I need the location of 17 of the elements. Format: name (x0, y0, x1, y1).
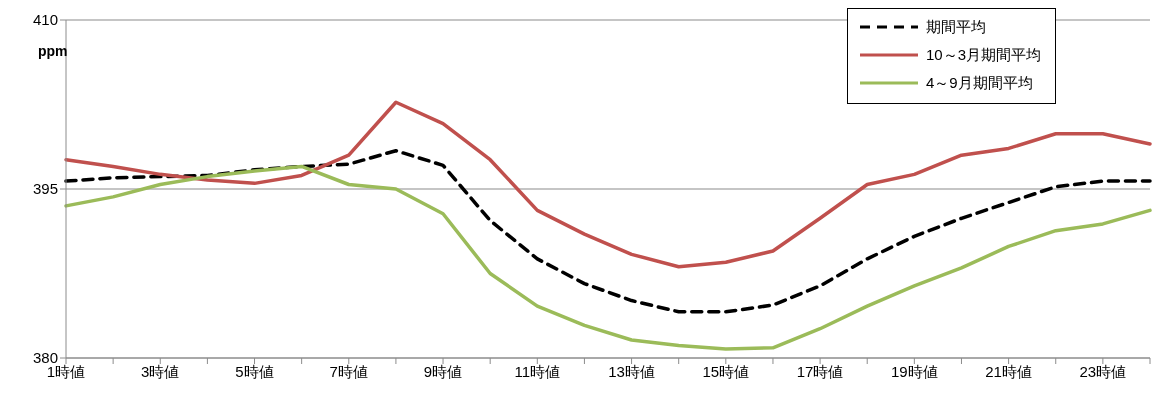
y-tick-label: 395 (32, 180, 58, 198)
x-tick-label: 5時値 (235, 362, 274, 380)
x-tick-label: 11時値 (514, 362, 561, 380)
legend-label: 10～3月期間平均 (925, 45, 1041, 65)
x-tick-label: 3時値 (141, 362, 180, 380)
x-tick-label: 15時値 (702, 362, 750, 380)
x-tick-label: 7時値 (329, 362, 368, 380)
x-tick-label: 21時値 (985, 362, 1032, 380)
y-tick-label: 410 (32, 11, 58, 29)
x-tick-label: 23時値 (1079, 362, 1127, 380)
x-tick-label: 17時値 (796, 362, 844, 380)
y-axis-title: ppm (38, 42, 68, 59)
legend-label: 期間平均 (925, 17, 986, 37)
x-tick-label: 19時値 (891, 362, 938, 380)
legend-label: 4～9月期間平均 (925, 73, 1033, 93)
x-tick-label: 9時値 (423, 362, 463, 380)
x-tick-label: 13時値 (608, 362, 655, 380)
